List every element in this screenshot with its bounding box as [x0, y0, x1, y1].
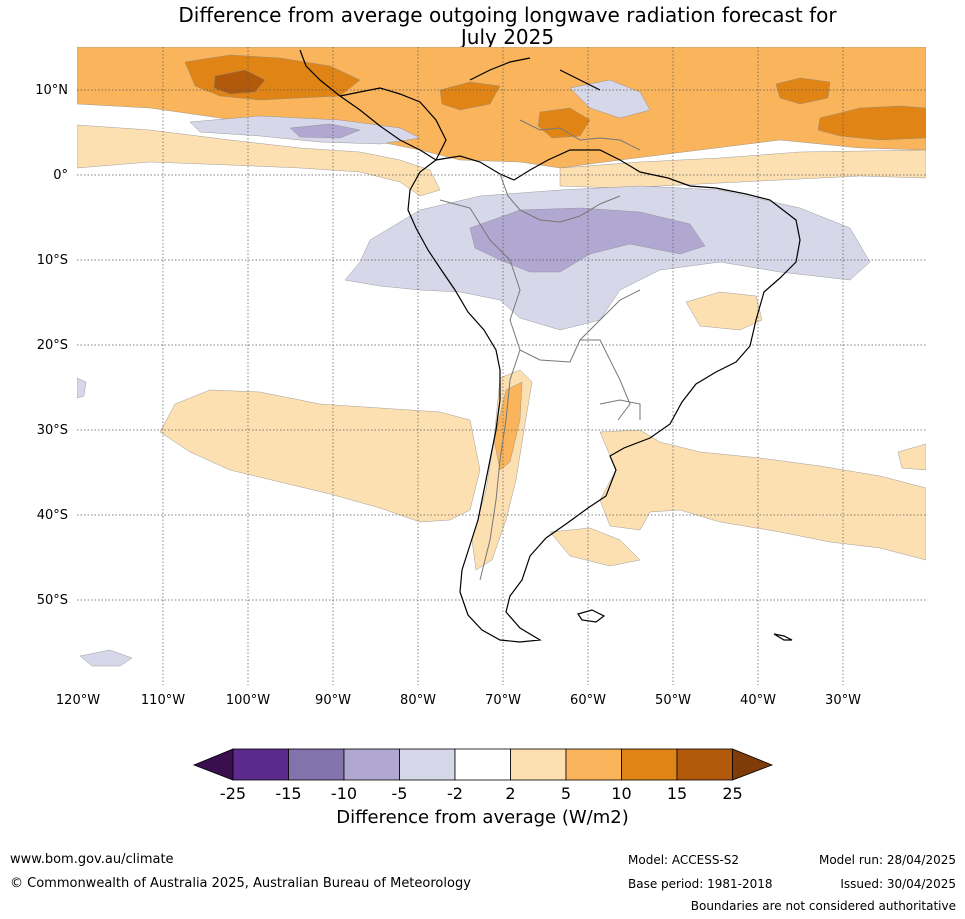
lat-label-20s: 20°S [37, 338, 68, 353]
positive-core-6 [537, 107, 591, 139]
colorbar [192, 748, 774, 781]
footer-url[interactable]: www.bom.gov.au/climate [10, 852, 174, 867]
footer-model: Model: ACCESS-S2 [628, 853, 740, 867]
lat-label-10s: 10°S [37, 253, 68, 268]
colorbar-extend-high [732, 748, 774, 781]
colorbar-tick-n10: -10 [331, 784, 357, 803]
latitude-labels: 10°N 0° 10°S 20°S 30°S 40°S 50°S [35, 83, 68, 608]
anomaly-shading [77, 47, 926, 667]
colorbar-bin-n2 [399, 748, 456, 781]
colorbar-extend-low [192, 748, 234, 781]
colorbar-bin-p10 [621, 748, 678, 781]
coastline-caribbean [469, 57, 601, 91]
footer-model-run: Model run: 28/04/2025 [818, 853, 956, 867]
negative-patch-pacific-w [77, 377, 87, 399]
colorbar-bin-n5 [343, 748, 400, 781]
coastline-south-georgia [773, 633, 793, 641]
lon-label-120w: 120°W [56, 693, 100, 708]
colorbar-tick-p2: 2 [505, 784, 515, 803]
colorbar-tick-n25: -25 [220, 784, 246, 803]
positive-core-4 [775, 77, 831, 105]
colorbar-ticks: -25 -15 -10 -5 -2 2 5 10 15 25 [220, 784, 743, 803]
lon-label-70w: 70°W [485, 693, 521, 708]
lon-label-80w: 80°W [400, 693, 436, 708]
coastline-falklands [577, 609, 606, 623]
coastline-central-america [299, 49, 447, 161]
colorbar-bin-p15 [676, 748, 733, 781]
footer-base-period: Base period: 1981-2018 [628, 877, 773, 891]
colorbar-tick-n15: -15 [275, 784, 301, 803]
lat-label-40s: 40°S [37, 508, 68, 523]
colorbar-tick-n2: -2 [447, 784, 463, 803]
negative-core-amazon [469, 207, 706, 273]
colorbar-tick-p10: 10 [611, 784, 631, 803]
footer-disclaimer: Boundaries are not considered authoritat… [690, 899, 956, 913]
negative-region-amazon [344, 185, 871, 331]
negative-patch-pacific-sw [79, 649, 133, 667]
colorbar-bin-p2 [510, 748, 567, 781]
lon-label-30w: 30°W [825, 693, 861, 708]
map-title: Difference from average outgoing longwav… [0, 4, 965, 48]
colorbar-tick-p5: 5 [561, 784, 571, 803]
colorbar-tick-p15: 15 [667, 784, 687, 803]
footer-issued: Issued: 30/04/2025 [840, 877, 956, 891]
colorbar-bin-zero [454, 748, 511, 781]
coastlines [299, 49, 801, 643]
negative-band-north-core [289, 123, 361, 139]
footer-copyright: © Commonwealth of Australia 2025, Austra… [10, 876, 471, 891]
lon-label-50w: 50°W [655, 693, 691, 708]
lat-label-30s: 30°S [37, 423, 68, 438]
colorbar-tick-p25: 25 [722, 784, 742, 803]
positive-core-2 [213, 69, 266, 95]
country-boundaries [439, 119, 641, 581]
lon-label-60w: 60°W [570, 693, 606, 708]
lon-label-40w: 40°W [740, 693, 776, 708]
positive-core-5 [439, 81, 501, 111]
positive-region-atlantic [599, 429, 926, 561]
negative-patch-caribbean [569, 79, 651, 119]
positive-core-3 [817, 105, 926, 141]
coastline-south-america [407, 149, 801, 643]
positive-patch-brazil [685, 291, 763, 331]
colorbar-title: Difference from average (W/m2) [336, 807, 629, 828]
colorbar-bin-p5 [565, 748, 622, 781]
colorbar-bin-n10 [288, 748, 345, 781]
longitude-labels: 120°W 110°W 100°W 90°W 80°W 70°W 60°W 50… [56, 693, 861, 708]
lon-label-100w: 100°W [226, 693, 270, 708]
lat-label-50s: 50°S [37, 593, 68, 608]
colorbar-bin-n15 [232, 748, 289, 781]
positive-region-south [159, 389, 481, 523]
lat-label-10n: 10°N [35, 83, 68, 98]
colorbar-tick-n5: -5 [392, 784, 408, 803]
lat-label-0: 0° [53, 168, 68, 183]
positive-patch-east [897, 443, 926, 471]
title-line-1: Difference from average outgoing longwav… [178, 3, 837, 27]
lon-label-90w: 90°W [315, 693, 351, 708]
title-line-2: July 2025 [460, 25, 555, 49]
lon-label-110w: 110°W [141, 693, 185, 708]
positive-band-light-north [77, 124, 441, 197]
positive-region-south-atlantic-2 [549, 527, 641, 567]
